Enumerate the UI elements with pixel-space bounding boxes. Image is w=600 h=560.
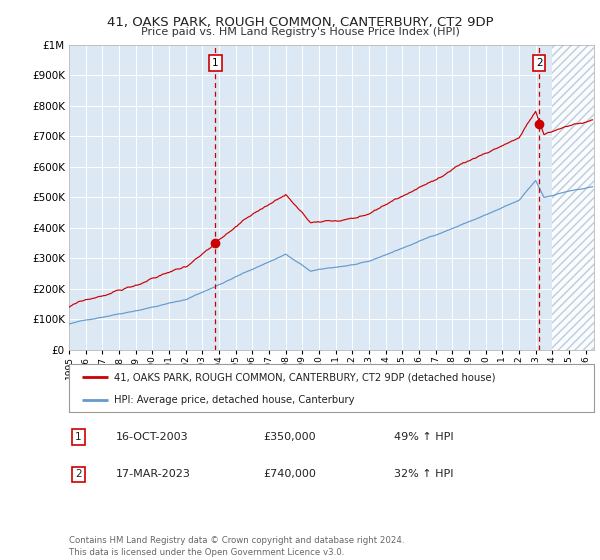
- Text: 32% ↑ HPI: 32% ↑ HPI: [395, 469, 454, 479]
- Text: £350,000: £350,000: [263, 432, 316, 442]
- Text: 17-MAR-2023: 17-MAR-2023: [116, 469, 191, 479]
- Text: 16-OCT-2003: 16-OCT-2003: [116, 432, 189, 442]
- Text: Contains HM Land Registry data © Crown copyright and database right 2024.
This d: Contains HM Land Registry data © Crown c…: [69, 536, 404, 557]
- Text: 49% ↑ HPI: 49% ↑ HPI: [395, 432, 454, 442]
- Bar: [553, 45, 594, 350]
- Text: 2: 2: [75, 469, 82, 479]
- Text: Price paid vs. HM Land Registry's House Price Index (HPI): Price paid vs. HM Land Registry's House …: [140, 27, 460, 37]
- FancyBboxPatch shape: [69, 364, 594, 412]
- Text: HPI: Average price, detached house, Canterbury: HPI: Average price, detached house, Cant…: [113, 395, 354, 405]
- Text: 41, OAKS PARK, ROUGH COMMON, CANTERBURY, CT2 9DP (detached house): 41, OAKS PARK, ROUGH COMMON, CANTERBURY,…: [113, 372, 495, 382]
- Text: 2: 2: [536, 58, 542, 68]
- Text: 1: 1: [212, 58, 219, 68]
- Text: 41, OAKS PARK, ROUGH COMMON, CANTERBURY, CT2 9DP: 41, OAKS PARK, ROUGH COMMON, CANTERBURY,…: [107, 16, 493, 29]
- Text: £740,000: £740,000: [263, 469, 316, 479]
- Text: 1: 1: [75, 432, 82, 442]
